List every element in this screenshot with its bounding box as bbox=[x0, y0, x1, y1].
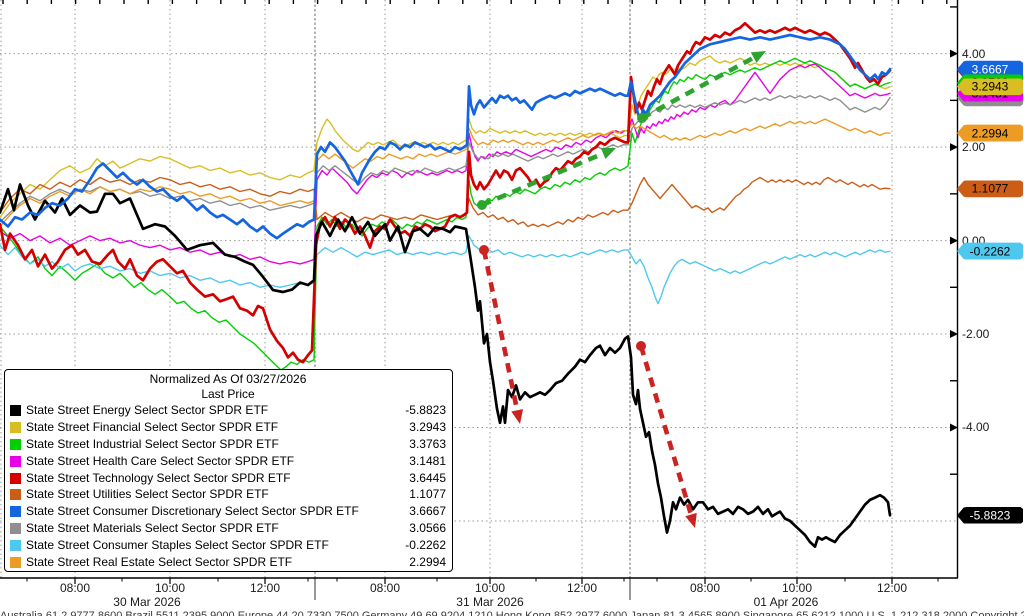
red-down-trend-arrow-1-head bbox=[511, 409, 524, 424]
series-line-utilities bbox=[0, 176, 891, 228]
y-major-tick-arrow bbox=[950, 423, 958, 432]
x-axis-time-label: 10:00 bbox=[781, 581, 813, 595]
x-axis-time-label: 08:00 bbox=[689, 581, 721, 595]
series-line-technology bbox=[0, 21, 892, 364]
y-axis-tick-label: 4.00 bbox=[962, 46, 986, 61]
legend-row[interactable]: State Street Real Estate Select Sector S… bbox=[10, 554, 446, 571]
red-down-trend-arrow-2-dot bbox=[636, 341, 646, 351]
legend-series-value: -5.8823 bbox=[405, 403, 446, 417]
legend-swatch-icon bbox=[10, 421, 21, 433]
x-axis-time-label: 12:00 bbox=[249, 581, 281, 595]
green-up-trend-arrow-1-head bbox=[600, 147, 616, 160]
y-axis-tick-label: -4.00 bbox=[962, 420, 990, 435]
price-label-chip: -5.8823 bbox=[957, 506, 1023, 524]
y-major-tick-arrow bbox=[950, 330, 958, 339]
y-major-tick-arrow bbox=[950, 236, 958, 245]
legend-series-name: State Street Consumer Discretionary Sele… bbox=[26, 504, 359, 519]
price-label-chip: -0.2262 bbox=[957, 242, 1023, 260]
x-axis-time-label: 12:00 bbox=[876, 581, 908, 595]
series-line-materials bbox=[0, 94, 891, 223]
legend-series-name: State Street Health Care Select Sector S… bbox=[26, 453, 295, 468]
legend-title-normalized: Normalized As Of 03/27/2026 bbox=[149, 372, 307, 386]
bloomberg-footer-text: Australia 61 2 9777 8600 Brazil 5511 239… bbox=[0, 610, 1024, 616]
price-label-chip: 3.6667 bbox=[957, 60, 1023, 78]
x-axis-date-label: 30 Mar 2026 bbox=[113, 595, 181, 609]
legend-series-name: State Street Consumer Staples Select Sec… bbox=[26, 538, 329, 553]
legend-row[interactable]: State Street Technology Select Sector SP… bbox=[10, 470, 446, 487]
x-axis-date-label: 31 Mar 2026 bbox=[456, 595, 524, 609]
legend-swatch-icon bbox=[10, 438, 21, 450]
legend-row[interactable]: State Street Consumer Staples Select Sec… bbox=[10, 537, 446, 554]
legend-series-value: -0.2262 bbox=[405, 538, 446, 553]
y-axis-tick-label: 2.00 bbox=[962, 140, 986, 155]
legend-series-value: 3.6445 bbox=[409, 470, 446, 485]
legend-swatch-icon bbox=[10, 523, 21, 535]
x-axis-date-label: 01 Apr 2026 bbox=[753, 595, 819, 609]
legend-box[interactable]: Normalized As Of 03/27/2026 Last Price S… bbox=[4, 369, 453, 572]
legend-swatch-icon bbox=[10, 404, 21, 416]
legend-row[interactable]: State Street Materials Select Sector SPD… bbox=[10, 520, 446, 537]
legend-series-value: 3.2943 bbox=[409, 419, 446, 434]
x-axis-time-label: 10:00 bbox=[154, 581, 186, 595]
legend-swatch-icon bbox=[10, 455, 21, 467]
legend-series-name: State Street Financial Select Sector SPD… bbox=[26, 419, 279, 434]
green-up-trend-arrow-2-head bbox=[750, 51, 766, 63]
legend-series-value: 1.1077 bbox=[409, 487, 446, 502]
legend-swatch-icon bbox=[10, 540, 21, 552]
legend-series-value: 2.2994 bbox=[409, 555, 446, 570]
price-label-chip: 3.2943 bbox=[957, 78, 1023, 96]
x-axis-time-label: 08:00 bbox=[369, 581, 401, 595]
legend-series-name: State Street Utilities Select Sector SPD… bbox=[26, 487, 269, 502]
legend-series-value: 3.0566 bbox=[409, 521, 446, 536]
red-down-trend-arrow-1 bbox=[481, 249, 520, 409]
legend-series-value: 3.6667 bbox=[409, 504, 446, 519]
y-major-tick-arrow bbox=[950, 49, 958, 58]
legend-title-last-price: Last Price bbox=[201, 387, 255, 401]
series-line-consumer-discretionary bbox=[0, 33, 892, 240]
green-up-trend-arrow-2-dot bbox=[637, 113, 647, 123]
x-axis-time-label: 12:00 bbox=[566, 581, 598, 595]
legend-row[interactable]: State Street Health Care Select Sector S… bbox=[10, 453, 446, 470]
red-down-trend-arrow-2 bbox=[638, 345, 693, 514]
series-line-consumer-staples bbox=[0, 235, 891, 305]
legend-row[interactable]: State Street Industrial Select Sector SP… bbox=[10, 436, 446, 453]
series-line-financial bbox=[0, 55, 891, 218]
green-up-trend-arrow-2 bbox=[640, 56, 754, 121]
legend-swatch-icon bbox=[10, 472, 21, 484]
series-line-real-estate bbox=[0, 118, 891, 228]
legend-swatch-icon bbox=[10, 506, 21, 518]
series-line-industrial bbox=[0, 57, 891, 371]
green-up-trend-arrow-1-dot bbox=[477, 200, 487, 210]
y-axis-tick-label: -2.00 bbox=[962, 327, 990, 342]
legend-row[interactable]: State Street Utilities Select Sector SPD… bbox=[10, 486, 446, 503]
green-up-trend-arrow-1 bbox=[481, 152, 603, 208]
price-label-chip: 1.1077 bbox=[957, 180, 1023, 198]
series-line-health-care bbox=[0, 63, 891, 265]
legend-series-name: State Street Materials Select Sector SPD… bbox=[26, 521, 279, 536]
legend-row[interactable]: State Street Energy Select Sector SPDR E… bbox=[10, 402, 446, 419]
legend-series-value: 3.1481 bbox=[409, 453, 446, 468]
legend-series-name: State Street Technology Select Sector SP… bbox=[26, 470, 291, 485]
legend-series-name: State Street Energy Select Sector SPDR E… bbox=[26, 403, 269, 417]
legend-swatch-icon bbox=[10, 556, 21, 568]
legend-swatch-icon bbox=[10, 489, 21, 501]
x-axis-time-label: 08:00 bbox=[59, 581, 91, 595]
price-label-chip: 2.2994 bbox=[957, 124, 1023, 142]
legend-row[interactable]: State Street Financial Select Sector SPD… bbox=[10, 419, 446, 436]
series-line-energy bbox=[0, 183, 892, 548]
legend-series-name: State Street Industrial Select Sector SP… bbox=[26, 436, 279, 451]
legend-series-value: 3.3763 bbox=[409, 436, 446, 451]
x-axis-time-label: 10:00 bbox=[474, 581, 506, 595]
red-down-trend-arrow-1-dot bbox=[479, 245, 489, 255]
y-major-tick-arrow bbox=[950, 143, 958, 152]
legend-series-name: State Street Real Estate Select Sector S… bbox=[26, 555, 293, 570]
legend-row[interactable]: State Street Consumer Discretionary Sele… bbox=[10, 503, 446, 520]
red-down-trend-arrow-2-head bbox=[685, 512, 697, 528]
